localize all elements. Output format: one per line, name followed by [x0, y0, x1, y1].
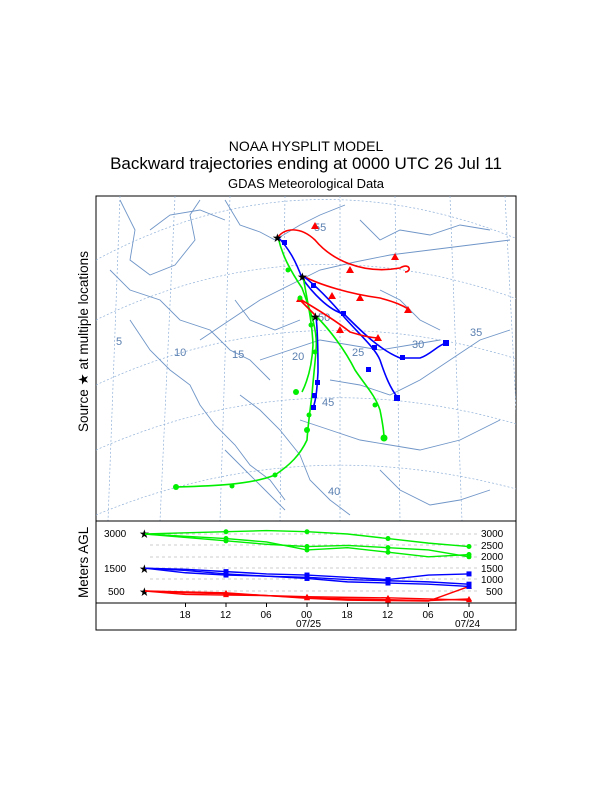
- traj-south-green: [315, 315, 385, 439]
- profile-marker: [385, 545, 391, 551]
- grid-label-10: 10: [174, 347, 186, 359]
- time-tick-label: 18: [180, 610, 192, 621]
- profile-marker: [223, 589, 229, 595]
- time-tick-label: 00: [301, 610, 313, 621]
- right-level-3000: 3000: [481, 529, 504, 540]
- time-axis: 18 12 06 00 18 12 06 00: [180, 603, 475, 621]
- profile-marker: [304, 547, 310, 553]
- source-star-icon: ★: [139, 527, 150, 541]
- right-level-500: 500: [486, 587, 503, 598]
- country-borders: [109, 199, 511, 516]
- right-level-1000: 1000: [481, 575, 504, 586]
- start-level-1500: 1500: [104, 564, 127, 575]
- date-label-0724: 07/24: [455, 619, 480, 630]
- profile-marker: [385, 536, 391, 542]
- source-star-icon: ★: [297, 270, 308, 284]
- profile-marker: [223, 529, 229, 535]
- grid-label-40: 40: [328, 486, 340, 498]
- profile-marker: [304, 575, 310, 581]
- traj-south-blue: [312, 315, 319, 409]
- profile-series: [144, 529, 472, 603]
- profile-marker: [466, 544, 472, 550]
- time-axis-frame: [95, 602, 517, 631]
- traj-mid-blue: [302, 275, 399, 399]
- profile-marker: [385, 577, 391, 583]
- profile-marker: [466, 595, 472, 601]
- graticule: [96, 196, 516, 521]
- time-tick-label: 12: [382, 610, 394, 621]
- profile-marker: [304, 529, 310, 535]
- time-tick-label: 18: [342, 610, 354, 621]
- grid-label-20: 20: [292, 351, 304, 363]
- right-level-2000: 2000: [481, 552, 504, 563]
- start-level-3000: 3000: [104, 529, 127, 540]
- start-level-500: 500: [108, 587, 125, 598]
- grid-label-5: 5: [116, 336, 122, 348]
- run-description: Backward trajectories ending at 0000 UTC…: [110, 154, 502, 173]
- grid-label-45: 45: [322, 397, 334, 409]
- profile-marker: [304, 544, 310, 550]
- grid-label-30: 30: [412, 339, 424, 351]
- source-star-icon: ★: [310, 310, 321, 324]
- traj-mid-red: [302, 275, 411, 311]
- trajectory-markers: [173, 222, 449, 490]
- grid-label-35: 35: [470, 327, 482, 339]
- time-tick-label: 06: [261, 610, 273, 621]
- trajectory-map: 55 5 10 15 20 25 30 35 40 45 50: [95, 195, 517, 522]
- profile-marker: [223, 538, 229, 544]
- profile-marker: [304, 594, 310, 600]
- profile-marker: [223, 569, 229, 575]
- right-level-1500: 1500: [481, 564, 504, 575]
- source-star-icon: ★: [272, 231, 283, 245]
- source-star-icon: ★: [139, 562, 150, 576]
- source-star-icon: ★: [139, 585, 150, 599]
- profile-marker: [466, 583, 472, 589]
- height-profile: 3000 1500 500 ★ ★ ★ 3000 2500 2000 1500 …: [95, 520, 517, 631]
- right-level-2500: 2500: [481, 541, 504, 552]
- traj-north-red: [277, 229, 410, 273]
- profile-marker: [223, 572, 229, 578]
- profile-marker: [466, 554, 472, 560]
- profile-marker: [385, 549, 391, 555]
- profile-marker: [385, 596, 391, 602]
- grid-label-55: 55: [314, 222, 326, 234]
- profile-marker: [304, 572, 310, 578]
- profile-marker: [385, 580, 391, 586]
- profile-marker: [466, 571, 472, 577]
- time-tick-label: 06: [423, 610, 435, 621]
- level-gridlines: [150, 533, 478, 592]
- time-tick-label: 12: [220, 610, 232, 621]
- source-stars: ★ ★ ★: [272, 231, 321, 324]
- traj-south-red: [297, 297, 381, 339]
- time-tick-label: 00: [463, 610, 475, 621]
- grid-label-25: 25: [352, 347, 364, 359]
- model-title: NOAA HYSPLIT MODEL: [228, 138, 384, 154]
- traj-mid-green: [301, 275, 314, 393]
- map-frame: [95, 195, 517, 522]
- traj-north-green: [175, 236, 318, 488]
- grid-label-15: 15: [232, 349, 244, 361]
- date-label-0725: 07/25: [296, 619, 321, 630]
- met-data-label: GDAS Meteorological Data: [227, 176, 385, 191]
